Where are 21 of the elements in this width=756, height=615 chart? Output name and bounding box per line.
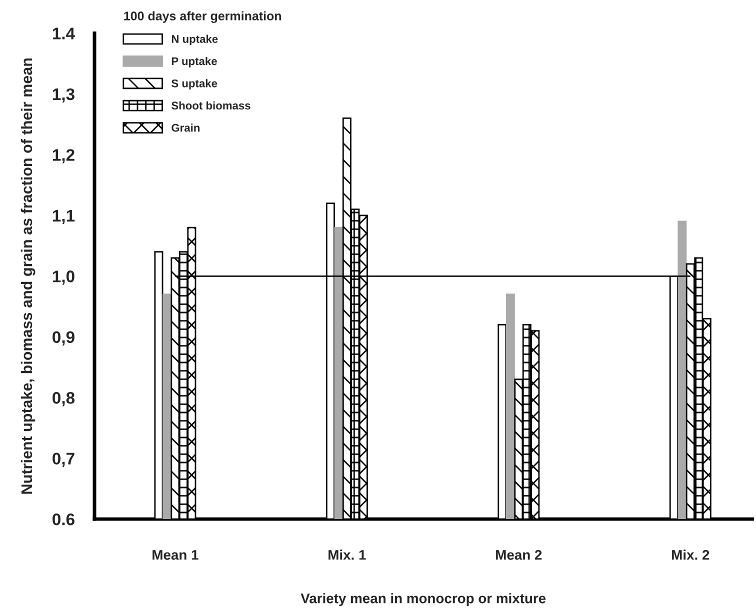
legend-label: Grain [172, 124, 200, 132]
y-tick-label: 0,9 [52, 331, 74, 346]
y-axis-title: Nutrient uptake, biomass and grain as fraction of their mean [20, 58, 36, 494]
x-tick-label: Mean 2 [496, 550, 542, 560]
y-tick-label: 1,1 [52, 210, 75, 224]
y-tick-label: 1,3 [52, 88, 74, 103]
x-axis-title: Variety mean in monocrop or mixture [300, 593, 546, 606]
y-tick-label: 0.6 [52, 513, 74, 526]
y-tick-label: 0,7 [52, 452, 74, 467]
legend-label: N uptake [172, 34, 218, 46]
legend-label: Shoot biomass [171, 101, 250, 110]
y-tick-label: 1.4 [52, 28, 75, 40]
x-tick-label: Mix. 2 [672, 550, 710, 560]
x-tick-label: Mean 1 [152, 550, 198, 560]
legend-title: 100 days after germination [124, 11, 282, 23]
legend-label: S uptake [171, 79, 218, 90]
y-tick-label: 1,2 [52, 149, 74, 164]
y-tick-label: 0,8 [52, 392, 75, 406]
legend-label: P uptake [172, 56, 217, 68]
x-tick-label: Mix. 1 [328, 550, 366, 560]
y-tick-label: 1,0 [52, 270, 74, 285]
